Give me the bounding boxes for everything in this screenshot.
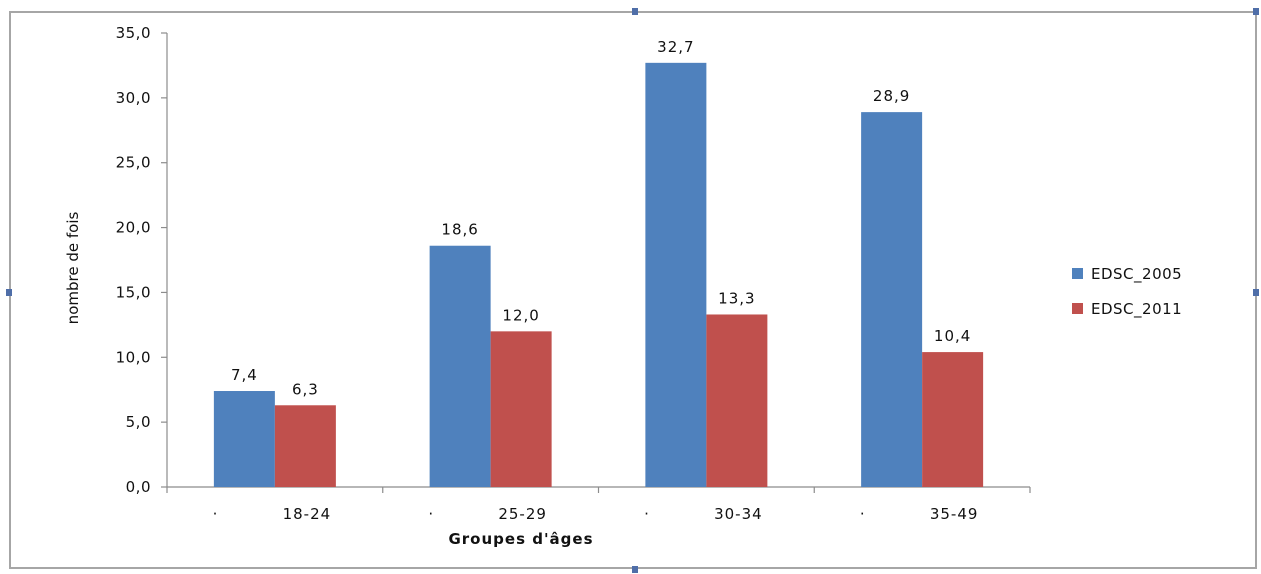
bar-value-label: 7,4	[231, 366, 258, 384]
bar-edsc-2005-30-34	[645, 62, 707, 487]
legend: EDSC_2005 EDSC_2011	[1072, 265, 1182, 319]
bar-value-label: 12,0	[502, 306, 539, 324]
x-tick-marker: ·	[644, 505, 649, 523]
x-tick-label: 18-24	[283, 505, 332, 523]
x-axis-title: Groupes d'âges	[448, 530, 593, 548]
x-axis-ticks: · 18-24 · 25-29 · 30-34 · 35-49	[166, 487, 1031, 523]
y-tick-label: 5,0	[126, 413, 151, 431]
bar-series	[213, 62, 984, 487]
bar-edsc-2011-18-24	[274, 405, 336, 487]
y-tick-label: 30,0	[116, 89, 151, 107]
x-tick-marker: ·	[428, 505, 433, 523]
y-tick-label: 20,0	[116, 219, 151, 237]
bar-edsc-2011-35-49	[922, 352, 984, 487]
legend-swatch-edsc-2005	[1072, 268, 1083, 279]
legend-swatch-edsc-2011	[1072, 303, 1083, 314]
bar-value-label: 13,3	[718, 289, 755, 307]
y-axis-ticks: 0,0 5,0 10,0 15,0 20,0 25,0 30,0 35,0	[116, 24, 167, 496]
bar-edsc-2011-25-29	[490, 331, 552, 487]
y-tick-label: 35,0	[116, 24, 151, 42]
y-tick-label: 0,0	[126, 478, 151, 496]
bar-value-label: 6,3	[292, 380, 319, 398]
y-axis-title: nombre de fois	[64, 212, 82, 325]
resize-handle-bottom[interactable]	[632, 566, 638, 573]
x-tick-label: 35-49	[930, 505, 979, 523]
x-tick-label: 30-34	[714, 505, 763, 523]
bar-edsc-2005-25-29	[429, 245, 491, 487]
legend-label-edsc-2005: EDSC_2005	[1091, 265, 1182, 284]
bar-edsc-2005-18-24	[213, 391, 275, 487]
x-tick-marker: ·	[860, 505, 865, 523]
x-tick-marker: ·	[213, 505, 218, 523]
bar-value-label: 10,4	[934, 327, 971, 345]
y-tick-label: 25,0	[116, 154, 151, 172]
resize-handle-left[interactable]	[6, 289, 12, 296]
resize-handle-top[interactable]	[632, 8, 638, 15]
bar-value-label: 32,7	[657, 38, 694, 56]
y-tick-label: 10,0	[116, 348, 151, 366]
data-labels: 7,4 18,6 32,7 28,9 6,3 12,0 13,3 10,4	[231, 38, 971, 398]
y-tick-label: 15,0	[116, 283, 151, 301]
bar-edsc-2005-35-49	[861, 112, 923, 487]
resize-handle-right[interactable]	[1253, 289, 1259, 296]
x-tick-label: 25-29	[498, 505, 547, 523]
bar-value-label: 28,9	[873, 87, 910, 105]
chart-border	[9, 11, 1257, 569]
bar-edsc-2011-30-34	[706, 314, 768, 487]
resize-handle-top-right[interactable]	[1253, 8, 1259, 15]
bar-value-label: 18,6	[441, 221, 478, 239]
legend-label-edsc-2011: EDSC_2011	[1091, 300, 1182, 319]
